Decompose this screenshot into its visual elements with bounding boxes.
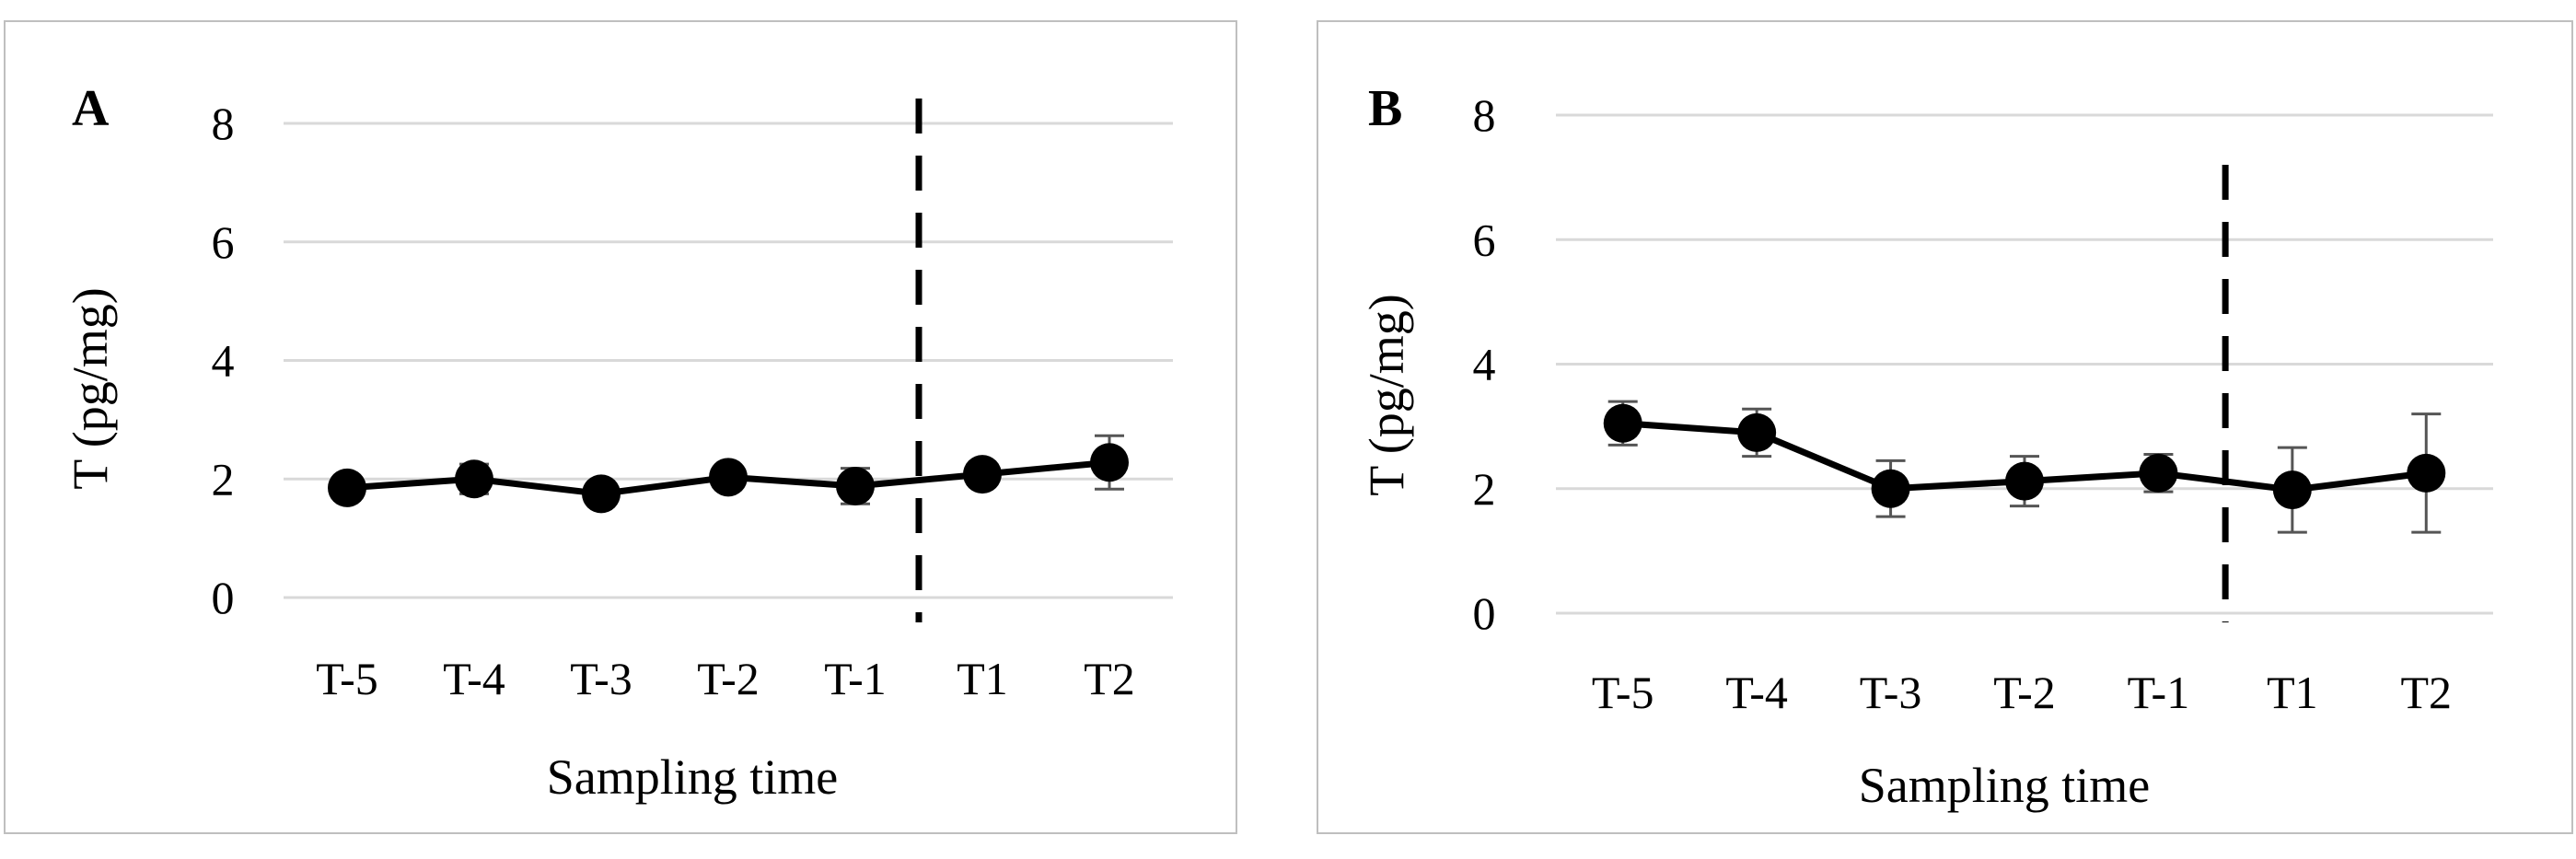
chart-b-svg: B T (pg/mg) Sampling time 0 2 4 6 8 T-5 T-4 T-3…	[1359, 80, 2493, 813]
panel-label-b: B	[1368, 80, 1402, 137]
chart-panel-a: A T (pg/mg) Sampling time 0 2 4 6 8 T-5 T-4 T-3…	[4, 20, 1237, 834]
chart-a-svg: A T (pg/mg) Sampling time 0 2 4 6 8 T-5 T-4 T-3…	[63, 80, 1173, 805]
y-tick-label-b: 8	[1473, 89, 1496, 141]
data-point-b	[1737, 412, 1777, 452]
plot-area-b: 0 2 4 6 8 T-5 T-4 T-3 T-2 T-1 T1 T2	[1473, 89, 2493, 718]
x-tick-label-b: T-5	[1592, 667, 1654, 718]
panel-label-a: A	[72, 80, 110, 137]
x-tick-label-a: T1	[957, 653, 1008, 704]
y-tick-label-a: 8	[212, 98, 235, 149]
data-point-b	[1603, 403, 1642, 443]
x-tick-label-a: T-5	[316, 653, 378, 704]
x-tick-label-b: T2	[2401, 667, 2453, 718]
data-point-b	[1871, 469, 1910, 508]
y-tick-label-a: 6	[212, 216, 235, 268]
data-point-b	[2139, 453, 2178, 493]
x-tick-label-a: T-3	[570, 653, 632, 704]
x-tick-label-a: T2	[1084, 653, 1135, 704]
x-tick-label-a: T-2	[697, 653, 760, 704]
y-tick-label-a: 2	[212, 453, 235, 505]
y-tick-label-b: 6	[1473, 214, 1496, 265]
y-axis-title-b: T (pg/mg)	[1359, 294, 1414, 495]
data-point-a	[582, 474, 621, 514]
data-point-b	[2272, 470, 2312, 510]
data-point-a	[1090, 443, 1129, 482]
x-tick-label-a: T-4	[443, 653, 505, 704]
data-point-a	[328, 468, 366, 507]
x-tick-label-b: T-4	[1725, 667, 1788, 718]
data-point-a	[836, 466, 875, 505]
x-axis-title-b: Sampling time	[1859, 758, 2151, 813]
data-point-b	[2407, 453, 2446, 493]
y-axis-title-a: T (pg/mg)	[63, 287, 118, 489]
data-point-a	[455, 459, 493, 499]
y-tick-label-a: 4	[212, 335, 235, 387]
chart-panel-b: B T (pg/mg) Sampling time 0 2 4 6 8 T-5 T-4 T-3…	[1317, 20, 2573, 834]
x-tick-label-b: T-3	[1860, 667, 1922, 718]
data-point-a	[963, 455, 1002, 494]
data-point-a	[709, 458, 748, 497]
x-tick-label-a: T-1	[824, 653, 887, 704]
y-tick-label-b: 0	[1473, 587, 1496, 639]
x-tick-label-b: T-1	[2128, 667, 2190, 718]
x-tick-label-b: T-2	[1993, 667, 2056, 718]
y-tick-label-b: 2	[1473, 463, 1496, 515]
data-point-b	[2005, 461, 2044, 501]
y-tick-label-a: 0	[212, 572, 235, 623]
plot-area-a: 0 2 4 6 8 T-5 T-4 T-3 T-2 T-1 T1 T2	[212, 98, 1173, 704]
x-tick-label-b: T1	[2267, 667, 2318, 718]
x-axis-title-a: Sampling time	[547, 749, 839, 805]
y-tick-label-b: 4	[1473, 339, 1496, 390]
